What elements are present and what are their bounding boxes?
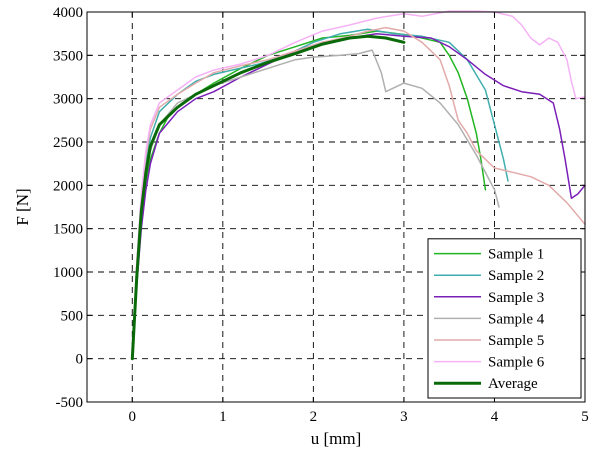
y-tick-label: 3000 bbox=[53, 92, 83, 108]
series-line-sample-3 bbox=[131, 32, 586, 360]
x-tick-label: 2 bbox=[310, 409, 318, 425]
y-tick-label: 4000 bbox=[53, 5, 83, 21]
y-tick-label: 3500 bbox=[53, 48, 83, 64]
y-tick-label: 0 bbox=[76, 352, 84, 368]
axis-ticks: 0 1 2 3 4 5 -500 0 500 1000 1500 2000 2500 3000 3500 40… bbox=[53, 5, 589, 425]
series-line-sample-6 bbox=[131, 10, 586, 360]
x-tick-label: 3 bbox=[400, 409, 408, 425]
x-tick-label: 5 bbox=[581, 409, 589, 425]
legend-sample-2-label: Sample 2 bbox=[488, 268, 544, 284]
series-line-sample-5 bbox=[131, 26, 586, 360]
legend-average-label: Average bbox=[488, 376, 538, 392]
series-lines bbox=[130, 10, 586, 361]
y-tick-label: 1000 bbox=[53, 265, 83, 281]
legend-sample-6-label: Sample 6 bbox=[488, 355, 545, 371]
y-tick-label: 500 bbox=[61, 308, 84, 324]
series-line-average bbox=[130, 34, 406, 361]
x-tick-label: 0 bbox=[129, 409, 137, 425]
series-line-sample-1 bbox=[131, 30, 487, 360]
legend-sample-3-label: Sample 3 bbox=[488, 290, 544, 306]
y-axis-label: F [N] bbox=[13, 188, 32, 225]
x-tick-label: 4 bbox=[491, 409, 499, 425]
plot-frame bbox=[86, 11, 586, 403]
x-tick-label: 1 bbox=[219, 409, 227, 425]
x-axis-label: u [mm] bbox=[311, 429, 362, 448]
legend: Sample 1 Sample 2 Sample 3 Sample 4 Sample 5… bbox=[427, 238, 582, 399]
legend-sample-5-label: Sample 5 bbox=[488, 333, 544, 349]
legend-sample-4-label: Sample 4 bbox=[488, 311, 545, 327]
y-tick-label: -500 bbox=[56, 395, 84, 411]
y-tick-label: 1500 bbox=[53, 222, 83, 238]
y-tick-label: 2000 bbox=[53, 178, 83, 194]
legend-sample-1-label: Sample 1 bbox=[488, 247, 544, 263]
y-tick-label: 2500 bbox=[53, 135, 83, 151]
plot-area-border bbox=[86, 11, 586, 403]
